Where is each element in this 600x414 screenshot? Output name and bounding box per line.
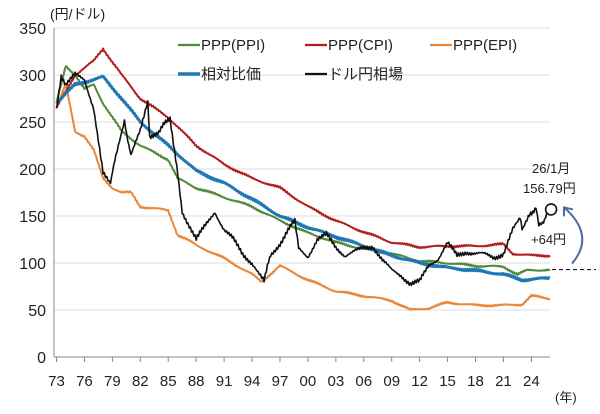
x-tick-label: 00 [300, 373, 317, 390]
x-tick-label: 76 [76, 373, 93, 390]
y-axis-label: (円/ドル) [50, 6, 105, 22]
x-tick-label: 82 [132, 373, 149, 390]
x-tick-label: 21 [495, 373, 512, 390]
y-tick-label: 350 [19, 21, 46, 38]
y-tick-label: 100 [19, 256, 46, 273]
x-tick-label: 94 [244, 373, 261, 390]
x-tick-label: 12 [411, 373, 428, 390]
legend-label: 相対比価 [201, 66, 261, 83]
gap-arrow [563, 206, 584, 265]
latest-value-label: 156.79円 [523, 181, 576, 196]
x-tick-label: 85 [160, 373, 177, 390]
y-axis-ticks: 0 50 100 150 200 250 300 350 [19, 21, 46, 367]
series-line-relative-price [55, 74, 551, 283]
x-tick-label: 73 [48, 373, 65, 390]
series-line-usd-jpy [55, 71, 550, 287]
y-tick-label: 300 [19, 68, 46, 85]
series-line-ppp-epi [55, 82, 551, 311]
latest-value-marker [544, 203, 558, 216]
legend-label: PPP(EPI) [453, 37, 517, 54]
y-tick-label: 200 [19, 162, 46, 179]
gap-arrow-head [563, 206, 574, 217]
x-axis-ticks: 73 76 79 82 85 88 91 94 97 00 03 06 09 12 15 18 21 24 [48, 357, 540, 390]
series-line-ppp-ppi [55, 65, 551, 276]
y-tick-label: 50 [28, 303, 46, 320]
x-tick-label: 09 [383, 373, 400, 390]
annotations: 26/1月 156.79円 +64円 [523, 161, 596, 271]
x-tick-label: 91 [216, 373, 233, 390]
x-tick-label: 03 [327, 373, 344, 390]
x-tick-label: 18 [467, 373, 484, 390]
legend: PPP(PPI) PPP(CPI) PPP(EPI) 相対比価 ドル円相場 [178, 37, 517, 83]
x-tick-label: 15 [439, 373, 456, 390]
x-axis-label: (年) [555, 390, 577, 405]
series-line-ppp-cpi [55, 47, 551, 258]
x-tick-label: 24 [523, 373, 540, 390]
x-tick-label: 79 [104, 373, 121, 390]
series-lines [55, 47, 551, 311]
legend-label: PPP(CPI) [328, 37, 393, 54]
legend-label: ドル円相場 [328, 66, 403, 83]
latest-date-label: 26/1月 [532, 161, 570, 176]
x-tick-label: 06 [355, 373, 372, 390]
gridlines [54, 27, 550, 311]
x-tick-label: 88 [188, 373, 205, 390]
legend-label: PPP(PPI) [201, 37, 265, 54]
y-tick-label: 250 [19, 115, 46, 132]
x-tick-label: 97 [272, 373, 289, 390]
y-tick-label: 0 [37, 350, 46, 367]
y-tick-label: 150 [19, 209, 46, 226]
gap-label: +64円 [531, 232, 566, 247]
